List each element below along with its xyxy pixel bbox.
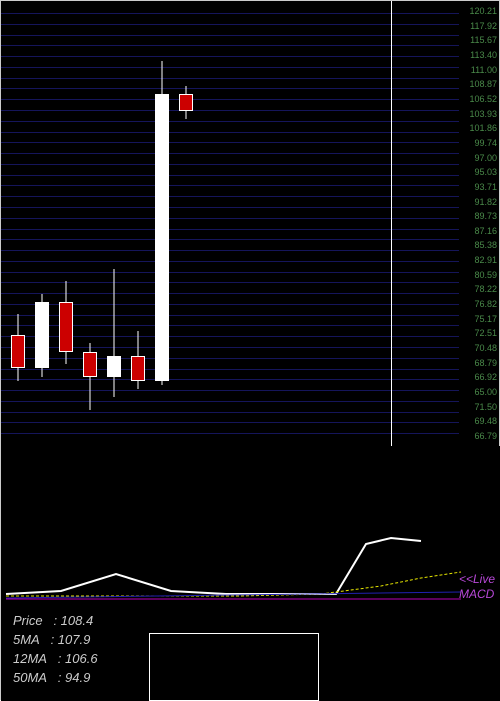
y-tick: 91.82 [474, 197, 497, 207]
macd-label-live: <<Live [459, 572, 495, 586]
site-label: MunafaSutra.com [76, 3, 163, 15]
y-tick: 93.71 [474, 182, 497, 192]
macd-lines [1, 446, 500, 606]
y-tick: 87.16 [474, 226, 497, 236]
y-tick: 80.59 [474, 270, 497, 280]
y-tick: 89.73 [474, 211, 497, 221]
y-tick: 78.22 [474, 284, 497, 294]
candle[interactable] [155, 1, 169, 446]
candle[interactable] [35, 1, 49, 446]
macd-series-zero [6, 592, 461, 598]
y-tick: 97.00 [474, 153, 497, 163]
y-tick: 108.87 [469, 79, 497, 89]
info-row: Price : 108.4 [13, 612, 98, 631]
y-tick: 70.48 [474, 343, 497, 353]
macd-series-signal [6, 538, 421, 594]
candle[interactable] [179, 1, 193, 446]
candle[interactable] [131, 1, 145, 446]
info-box: Price : 108.45MA : 107.912MA : 106.650MA… [5, 606, 106, 693]
y-tick: 99.74 [474, 138, 497, 148]
macd-panel[interactable] [1, 446, 500, 606]
y-tick: 66.92 [474, 372, 497, 382]
y-tick: 66.79 [474, 431, 497, 441]
outline-rect [149, 633, 319, 701]
y-tick: 69.48 [474, 416, 497, 426]
y-tick: 113.40 [470, 50, 497, 60]
y-tick: 120.21 [469, 6, 497, 16]
y-tick: 71.50 [474, 402, 497, 412]
y-tick: 106.52 [469, 94, 497, 104]
y-tick: 82.91 [474, 255, 497, 265]
y-tick: 103.93 [469, 109, 497, 119]
y-axis: 120.21 117.92 115.67 113.40 111.00 108.87 106.… [459, 1, 499, 446]
y-tick: 72.51 [474, 328, 497, 338]
y-tick: 65.00 [474, 387, 497, 397]
y-tick: 68.79 [474, 358, 497, 368]
macd-label-text: MACD [459, 587, 494, 601]
y-tick: 117.92 [470, 21, 497, 31]
info-row: 5MA : 107.9 [13, 631, 98, 650]
symbol-label: 502820 [30, 3, 67, 15]
chart-header: BSE 502820 MunafaSutra.com [5, 3, 163, 15]
macd-series-macd [6, 572, 461, 596]
candle[interactable] [59, 1, 73, 446]
y-tick: 85.38 [474, 240, 497, 250]
macd-label: <<Live MACD [459, 572, 495, 601]
y-tick: 111.00 [471, 65, 497, 75]
candle[interactable] [83, 1, 97, 446]
y-tick: 115.67 [470, 35, 497, 45]
info-row: 12MA : 106.6 [13, 650, 98, 669]
exchange-label: BSE [5, 3, 27, 15]
price-chart[interactable] [1, 1, 461, 446]
info-row: 50MA : 94.9 [13, 669, 98, 688]
y-tick: 101.86 [469, 123, 497, 133]
candle[interactable] [11, 1, 25, 446]
candle-area [1, 1, 461, 446]
y-tick: 75.17 [474, 314, 497, 324]
y-tick: 95.03 [474, 167, 497, 177]
chart-container: BSE 502820 MunafaSutra.com 120.21117.921… [0, 0, 500, 700]
candle[interactable] [107, 1, 121, 446]
y-tick: 76.82 [474, 299, 497, 309]
